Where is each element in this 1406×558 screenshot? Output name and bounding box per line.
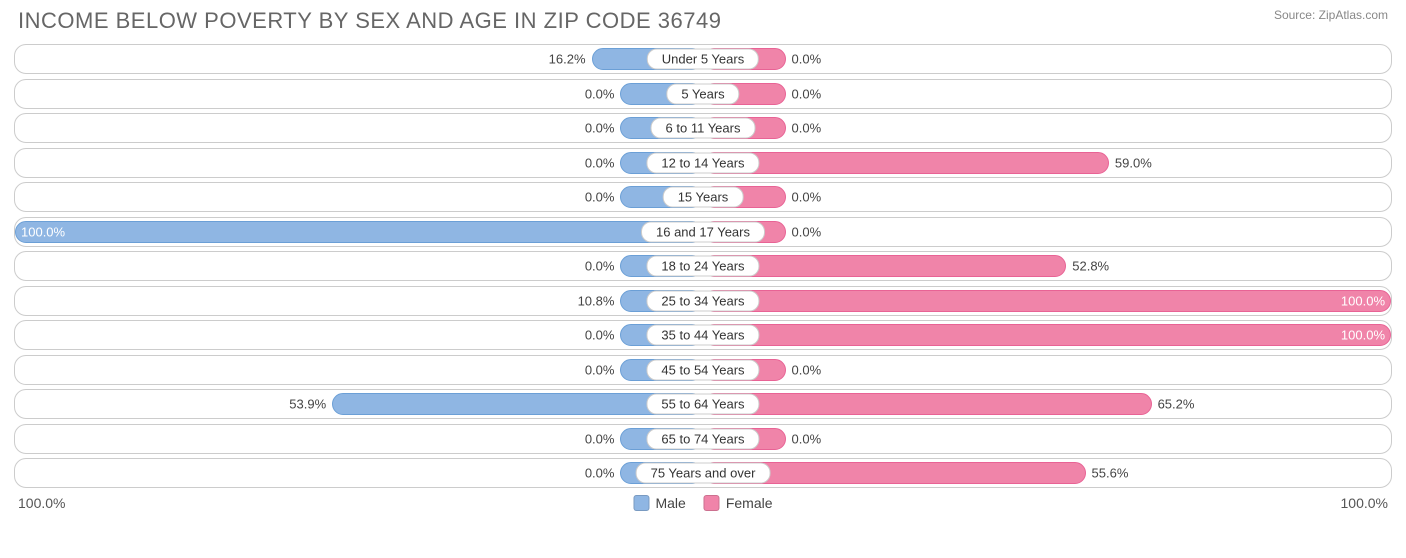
female-value-label: 0.0% [792,431,822,446]
female-value-label: 52.8% [1072,259,1109,274]
legend-male: Male [633,495,685,511]
chart-row: 0.0% 0.0% 6 to 11 Years [14,113,1392,143]
female-bar [703,393,1152,415]
legend-male-label: Male [655,495,685,511]
chart-row: 0.0% 59.0% 12 to 14 Years [14,148,1392,178]
male-value-label: 0.0% [585,190,615,205]
female-half: 0.0% [703,183,1391,211]
female-half: 65.2% [703,390,1391,418]
category-label: 25 to 34 Years [646,290,759,311]
female-bar [703,324,1391,346]
male-value-label: 53.9% [289,397,326,412]
female-half: 0.0% [703,356,1391,384]
female-value-label: 0.0% [792,224,822,239]
chart-row: 53.9% 65.2% 55 to 64 Years [14,389,1392,419]
chart-footer: 100.0% Male Female 100.0% [0,493,1406,511]
female-half: 0.0% [703,218,1391,246]
chart-row: 10.8% 100.0% 25 to 34 Years [14,286,1392,316]
male-half: 0.0% [15,149,703,177]
male-half: 0.0% [15,252,703,280]
male-value-label: 0.0% [585,259,615,274]
category-label: 45 to 54 Years [646,359,759,380]
female-half: 52.8% [703,252,1391,280]
chart-row: 0.0% 55.6% 75 Years and over [14,458,1392,488]
legend-female: Female [704,495,773,511]
male-value-label: 0.0% [585,86,615,101]
female-value-label: 0.0% [792,52,822,67]
male-half: 0.0% [15,183,703,211]
chart-row: 16.2% 0.0% Under 5 Years [14,44,1392,74]
category-label: 15 Years [663,187,744,208]
chart-row: 0.0% 0.0% 45 to 54 Years [14,355,1392,385]
female-half: 0.0% [703,45,1391,73]
male-value-label: 0.0% [585,121,615,136]
axis-max-left: 100.0% [18,495,65,511]
female-value-label: 65.2% [1158,397,1195,412]
category-label: 55 to 64 Years [646,394,759,415]
female-value-label: 100.0% [1341,293,1385,308]
male-value-label: 16.2% [549,52,586,67]
axis-max-right: 100.0% [1341,495,1388,511]
female-value-label: 0.0% [792,362,822,377]
male-value-label: 0.0% [585,431,615,446]
chart-row: 0.0% 100.0% 35 to 44 Years [14,320,1392,350]
chart-source: Source: ZipAtlas.com [1274,8,1388,22]
chart-header: INCOME BELOW POVERTY BY SEX AND AGE IN Z… [0,0,1406,38]
male-half: 16.2% [15,45,703,73]
category-label: 75 Years and over [636,463,771,484]
male-half: 0.0% [15,356,703,384]
female-half: 55.6% [703,459,1391,487]
category-label: Under 5 Years [647,49,759,70]
male-value-label: 0.0% [585,362,615,377]
male-half: 0.0% [15,80,703,108]
female-value-label: 100.0% [1341,328,1385,343]
male-half: 10.8% [15,287,703,315]
female-value-label: 59.0% [1115,155,1152,170]
male-half: 0.0% [15,321,703,349]
female-swatch [704,495,720,511]
male-half: 0.0% [15,459,703,487]
chart-area: 16.2%0.0%Under 5 Years0.0%0.0%5 Years0.0… [0,38,1406,488]
male-value-label: 0.0% [585,328,615,343]
category-label: 16 and 17 Years [641,221,765,242]
male-value-label: 0.0% [585,155,615,170]
male-half: 53.9% [15,390,703,418]
chart-row: 100.0% 0.0% 16 and 17 Years [14,217,1392,247]
male-value-label: 100.0% [21,224,65,239]
chart-title: INCOME BELOW POVERTY BY SEX AND AGE IN Z… [18,8,721,34]
female-value-label: 0.0% [792,121,822,136]
male-swatch [633,495,649,511]
female-bar [703,152,1109,174]
legend-female-label: Female [726,495,773,511]
male-value-label: 0.0% [585,466,615,481]
male-half: 0.0% [15,114,703,142]
chart-row: 0.0% 52.8% 18 to 24 Years [14,251,1392,281]
female-half: 0.0% [703,80,1391,108]
legend: Male Female [633,495,772,511]
category-label: 6 to 11 Years [651,118,756,139]
category-label: 12 to 14 Years [646,152,759,173]
female-half: 100.0% [703,321,1391,349]
category-label: 5 Years [666,83,739,104]
female-value-label: 55.6% [1092,466,1129,481]
chart-row: 0.0% 0.0% 65 to 74 Years [14,424,1392,454]
category-label: 65 to 74 Years [646,428,759,449]
chart-row: 0.0% 0.0% 15 Years [14,182,1392,212]
female-half: 59.0% [703,149,1391,177]
female-half: 0.0% [703,425,1391,453]
female-bar [703,290,1391,312]
male-half: 100.0% [15,218,703,246]
female-half: 0.0% [703,114,1391,142]
category-label: 18 to 24 Years [646,256,759,277]
female-half: 100.0% [703,287,1391,315]
female-value-label: 0.0% [792,86,822,101]
male-half: 0.0% [15,425,703,453]
female-value-label: 0.0% [792,190,822,205]
male-value-label: 10.8% [578,293,615,308]
chart-row: 0.0% 0.0% 5 Years [14,79,1392,109]
male-bar [15,221,703,243]
category-label: 35 to 44 Years [646,325,759,346]
